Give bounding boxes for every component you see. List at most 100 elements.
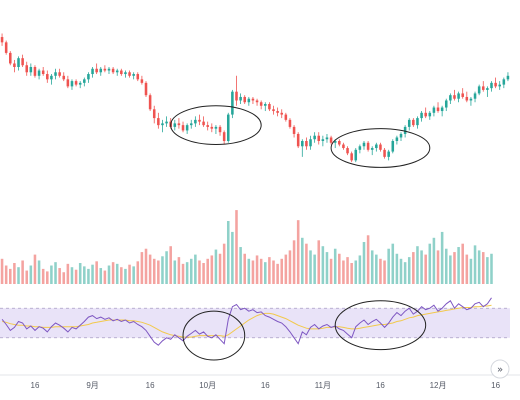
candle-body (428, 112, 432, 117)
candle (107, 67, 111, 75)
candle (33, 65, 37, 78)
candle-body (317, 135, 321, 141)
volume-bar (243, 253, 246, 284)
candle-body (247, 98, 251, 103)
volume-bar (407, 257, 411, 284)
candle-body (222, 132, 226, 141)
candle-body (0, 37, 4, 43)
candle-body (185, 125, 189, 131)
candle (25, 61, 29, 76)
volume-bar (387, 248, 390, 284)
candle (469, 96, 473, 106)
candle-body (424, 112, 427, 117)
candle (161, 119, 164, 133)
volume-bar (379, 258, 382, 284)
volume-bar (440, 231, 444, 284)
volume-bar (218, 253, 222, 284)
volume-bar (152, 258, 156, 284)
candle (165, 116, 168, 127)
volume-bar (78, 263, 82, 284)
volume-bar (103, 270, 107, 284)
candle (111, 67, 115, 75)
candle (317, 132, 321, 145)
volume-bar (58, 268, 61, 284)
candle-body (301, 141, 304, 147)
candle (440, 105, 444, 117)
candle (366, 141, 370, 152)
candle (21, 54, 24, 67)
candle (41, 67, 45, 76)
volume-bar (264, 262, 267, 284)
volume-bar (13, 263, 16, 284)
candle-body (366, 142, 370, 150)
candle (99, 67, 103, 76)
candle-body (490, 82, 493, 89)
volume-bar (301, 237, 304, 284)
volume-bar (329, 258, 333, 284)
volume-bar (305, 243, 308, 284)
candle (243, 95, 246, 104)
volume-bar (74, 269, 78, 284)
volume-bar (461, 243, 464, 284)
scroll-to-latest-button[interactable]: » (490, 359, 510, 379)
candle (399, 132, 403, 141)
candle (506, 72, 510, 82)
candle (280, 109, 284, 119)
volume-bar (181, 263, 185, 284)
volume-bar (140, 252, 144, 284)
volume-bar (107, 265, 111, 284)
candle-body (420, 112, 423, 119)
candle-body (83, 79, 86, 83)
volume-bar (338, 253, 341, 284)
candle (62, 72, 66, 82)
candle-body (103, 68, 107, 71)
candle (226, 112, 230, 143)
volume-bar (54, 262, 57, 284)
candle (50, 74, 53, 85)
volume-bar (325, 252, 329, 284)
candle-body (74, 81, 78, 85)
volume-bar (276, 263, 279, 284)
candle (268, 102, 271, 112)
candle (276, 107, 279, 117)
candle (346, 146, 349, 156)
candle-body (148, 95, 152, 110)
volume-bar (222, 243, 226, 284)
candle (301, 139, 304, 157)
volume-bar (247, 258, 251, 284)
candle (490, 81, 493, 92)
candle (70, 79, 74, 90)
annotation-ellipse (330, 128, 431, 168)
candle-body (173, 123, 177, 127)
volume-bar (46, 271, 49, 284)
candle-body (370, 148, 374, 150)
candle (477, 84, 481, 96)
candle-body (214, 126, 218, 129)
candle-body (342, 144, 345, 149)
candle-body (276, 111, 279, 113)
volume-bar (399, 258, 403, 284)
volume-bar (95, 261, 98, 284)
candle-body (25, 65, 29, 73)
candle-body (486, 88, 489, 90)
candle-body (325, 137, 329, 140)
volume-bar (272, 260, 275, 284)
volume-bar (83, 266, 86, 284)
candle-body (144, 82, 148, 96)
candle (309, 135, 312, 150)
volume-bar (165, 251, 168, 284)
candle-body (120, 70, 123, 75)
candle-body (46, 74, 49, 80)
volume-bar (358, 255, 362, 284)
candle-body (375, 144, 378, 149)
volume-bar (309, 250, 312, 284)
volume-bar (62, 272, 66, 284)
candle-body (50, 75, 53, 80)
candle-body (399, 133, 403, 138)
candle (124, 70, 127, 78)
x-tick-label: 11月 (315, 381, 331, 390)
candle-body (333, 141, 337, 143)
candle-body (477, 86, 481, 94)
price-panel (0, 33, 510, 163)
candle (157, 112, 160, 129)
